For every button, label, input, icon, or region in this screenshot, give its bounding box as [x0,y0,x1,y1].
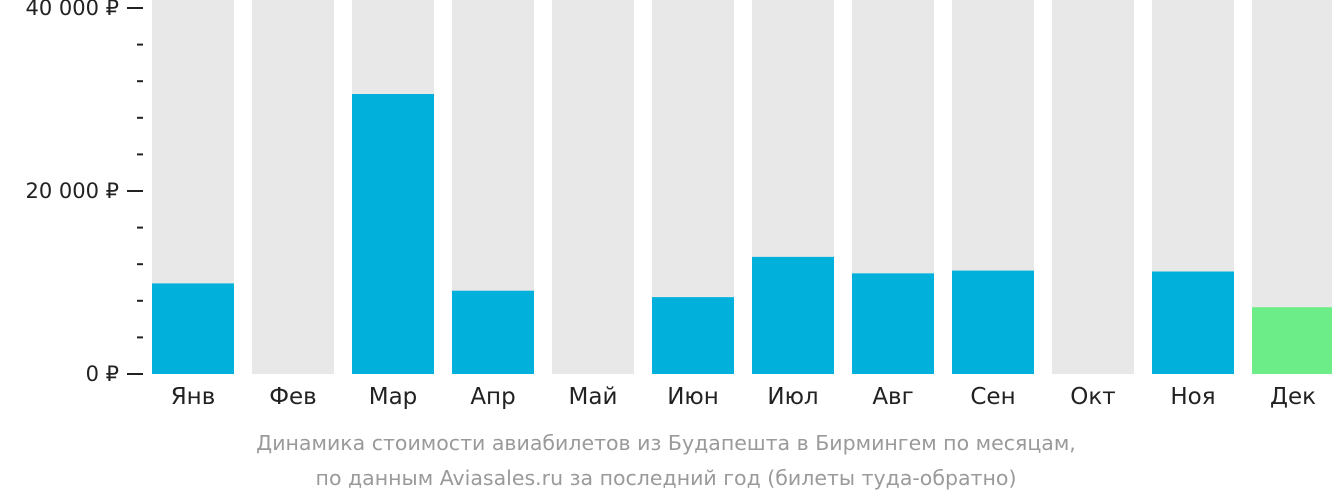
bar-background-2 [252,0,334,374]
x-tick-label: Окт [1070,384,1115,410]
y-tick-label: 40 000 ₽ [25,0,119,20]
caption-line-2: по данным Aviasales.ru за последний год … [315,466,1017,490]
x-tick-label: Сен [970,384,1015,410]
bar-4[interactable] [452,290,534,374]
y-tick-label: 20 000 ₽ [25,179,119,203]
x-tick-label: Май [569,384,618,410]
x-tick-label: Фев [269,384,317,410]
y-axis: 40 000 ₽ 20 000 ₽ 0 ₽ [25,0,143,386]
bar-8[interactable] [852,273,934,374]
bar-1[interactable] [152,283,234,374]
x-tick-label: Авг [872,384,913,410]
x-axis-labels: Янв Фев Мар Апр Май Июн Июл Авг Сен Окт Ноя Дек [171,384,1316,410]
x-tick-label: Янв [171,384,216,410]
bar-background-10 [1052,0,1134,374]
bar-7[interactable] [752,256,834,374]
bar-9[interactable] [952,270,1034,374]
bars [152,94,1332,374]
bar-6[interactable] [652,297,734,374]
x-tick-label: Июл [767,384,818,410]
y-tick-label: 0 ₽ [86,362,119,386]
bar-11[interactable] [1152,271,1234,374]
x-tick-label: Дек [1270,384,1316,410]
x-tick-label: Ноя [1170,384,1215,410]
x-tick-label: Мар [369,384,418,410]
x-tick-label: Апр [470,384,515,410]
bar-background-5 [552,0,634,374]
bar-12[interactable] [1252,307,1332,374]
caption-line-1: Динамика стоимости авиабилетов из Будапе… [256,431,1076,455]
x-tick-label: Июн [667,384,719,410]
bar-3[interactable] [352,94,434,374]
